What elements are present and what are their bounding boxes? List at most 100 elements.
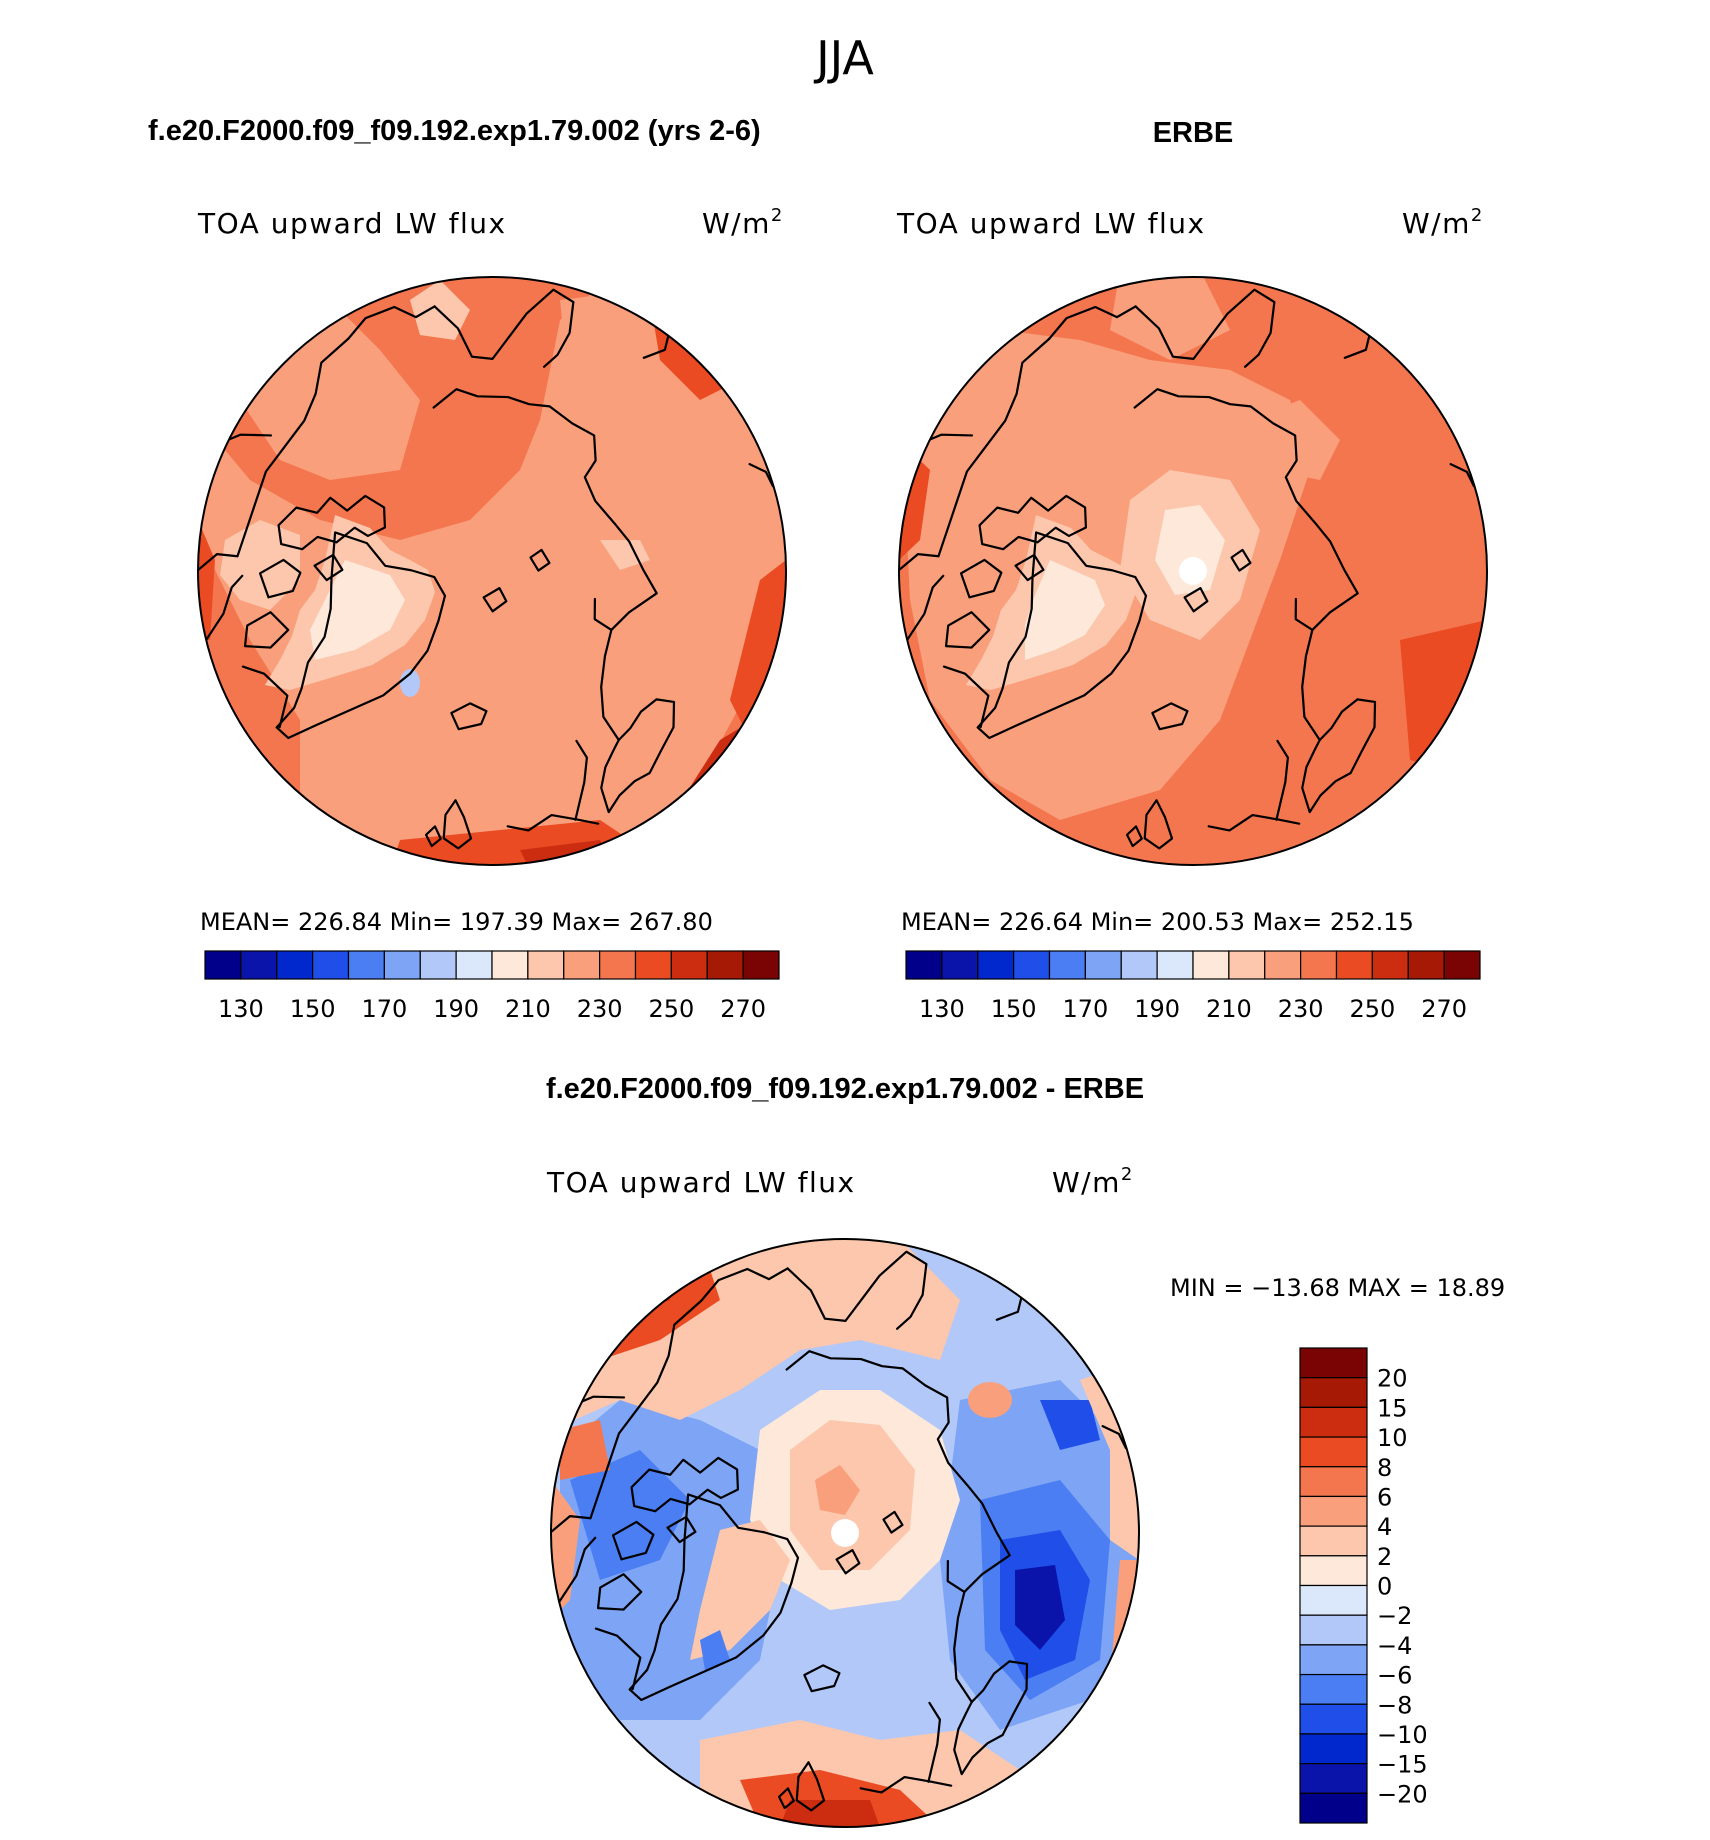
colorbar-swatch (1120, 950, 1158, 980)
panel-b-pole-gap (1179, 557, 1207, 585)
colorbar-swatch (419, 950, 457, 980)
colorbar-swatch (599, 950, 637, 980)
colorbar-swatch (1300, 950, 1338, 980)
colorbar-tick-label: 4 (1377, 1513, 1392, 1541)
colorbar-swatch (706, 950, 744, 980)
panel-c-stats: MIN = −13.68 MAX = 18.89 (1170, 1274, 1505, 1302)
panel-b-units: W/m2 (1402, 205, 1484, 240)
colorbar-tick-label: 130 (919, 995, 965, 1023)
panel-a-colorbar: 130 150 170 190 210 230 250 270 (204, 950, 780, 1023)
colorbar-swatch (276, 950, 314, 980)
colorbar-swatch (383, 950, 421, 980)
panel-c-map-boundary (550, 1238, 1140, 1828)
panel-a-map-boundary (197, 276, 787, 866)
panel-c-pole-gap (831, 1519, 859, 1547)
colorbar-swatch (1335, 950, 1373, 980)
colorbar-tick-label: 2 (1377, 1543, 1392, 1571)
colorbar-tick-label: −2 (1377, 1602, 1412, 1630)
panel-c-map (550, 1238, 1140, 1828)
panel-b-variable: TOA upward LW flux (896, 207, 1206, 240)
colorbar-swatch (1048, 950, 1086, 980)
colorbar-swatch (1299, 1406, 1368, 1438)
colorbar-tick-label: 8 (1377, 1454, 1392, 1482)
colorbar-swatch (527, 950, 565, 980)
colorbar-tick-label: 190 (433, 995, 479, 1023)
colorbar-swatch (977, 950, 1015, 980)
colorbar-tick-label: 0 (1377, 1573, 1392, 1601)
panel-a-arctic-field (200, 277, 786, 865)
colorbar-tick-label: −15 (1377, 1751, 1428, 1779)
colorbar-swatch (1084, 950, 1122, 980)
colorbar-swatch (1299, 1555, 1368, 1587)
colorbar-swatch (941, 950, 979, 980)
panel-c-greenland-field (690, 1520, 790, 1660)
colorbar-swatch (491, 950, 529, 980)
colorbar-tick-label: 190 (1134, 995, 1180, 1023)
colorbar-swatch (1299, 1347, 1368, 1379)
colorbar-tick-label: 6 (1377, 1483, 1392, 1511)
colorbar-tick-label: 250 (648, 995, 694, 1023)
colorbar-tick-label: 15 (1377, 1394, 1408, 1422)
colorbar-swatch (1299, 1763, 1368, 1794)
colorbar-swatch (1443, 950, 1481, 980)
figure-title: JJA (813, 31, 874, 85)
colorbar-swatch (1299, 1733, 1368, 1765)
colorbar-swatch (905, 950, 943, 980)
panel-c-units: W/m2 (1052, 1164, 1134, 1199)
colorbar-swatch (312, 950, 350, 980)
colorbar-tick-label: 210 (1206, 995, 1252, 1023)
panel-c-title: f.e20.F2000.f09_f09.192.exp1.79.002 - ER… (546, 1073, 1144, 1105)
colorbar-tick-label: −20 (1377, 1780, 1428, 1808)
colorbar-swatch (240, 950, 278, 980)
colorbar-swatch (1299, 1673, 1368, 1705)
panel-b-colorbar: 130 150 170 190 210 230 250 270 (905, 950, 1481, 1023)
panel-b-map (898, 276, 1488, 866)
colorbar-swatch (1299, 1377, 1368, 1408)
colorbar-tick-label: 130 (218, 995, 264, 1023)
colorbar-tick-label: 150 (991, 995, 1037, 1023)
colorbar-swatch (1371, 950, 1409, 980)
colorbar-swatch (1192, 950, 1230, 980)
colorbar-swatch (563, 950, 601, 980)
colorbar-tick-label: −8 (1377, 1691, 1412, 1719)
panel-b-stats: MEAN= 226.64 Min= 200.53 Max= 252.15 (901, 908, 1414, 936)
colorbar-swatch (1407, 950, 1445, 980)
colorbar-tick-label: 230 (577, 995, 623, 1023)
panel-b-map-boundary (898, 276, 1488, 866)
panel-c-variable: TOA upward LW flux (546, 1166, 856, 1199)
colorbar-swatch (1299, 1584, 1368, 1616)
colorbar-swatch (1299, 1792, 1368, 1824)
colorbar-swatch (1156, 950, 1194, 980)
colorbar-swatch (670, 950, 708, 980)
colorbar-swatch (1299, 1466, 1368, 1498)
panel-b-title: ERBE (1153, 117, 1234, 149)
colorbar-swatch (742, 950, 780, 980)
colorbar-swatch (204, 950, 242, 980)
colorbar-swatch (1264, 950, 1302, 980)
panel-a-variable: TOA upward LW flux (197, 207, 507, 240)
panel-a-map (197, 276, 787, 866)
colorbar-tick-label: 150 (290, 995, 336, 1023)
colorbar-tick-label: −6 (1377, 1662, 1412, 1690)
colorbar-tick-label: 250 (1349, 995, 1395, 1023)
colorbar-swatch (455, 950, 493, 980)
colorbar-swatch (634, 950, 672, 980)
colorbar-swatch (1013, 950, 1051, 980)
panel-a-stats: MEAN= 226.84 Min= 197.39 Max= 267.80 (200, 908, 713, 936)
colorbar-tick-label: 210 (505, 995, 551, 1023)
colorbar-swatch (1299, 1614, 1368, 1646)
colorbar-tick-label: 230 (1278, 995, 1324, 1023)
panel-a-title: f.e20.F2000.f09_f09.192.exp1.79.002 (yrs… (148, 115, 761, 147)
colorbar-tick-label: 10 (1377, 1424, 1408, 1452)
colorbar-tick-label: 270 (720, 995, 766, 1023)
colorbar-tick-label: 170 (361, 995, 407, 1023)
colorbar-swatch (1228, 950, 1266, 980)
colorbar-swatch (347, 950, 385, 980)
colorbar-tick-label: 270 (1421, 995, 1467, 1023)
colorbar-tick-label: −4 (1377, 1632, 1412, 1660)
colorbar-swatch (1299, 1644, 1368, 1676)
panel-a-units: W/m2 (702, 205, 784, 240)
colorbar-tick-label: −10 (1377, 1721, 1428, 1749)
